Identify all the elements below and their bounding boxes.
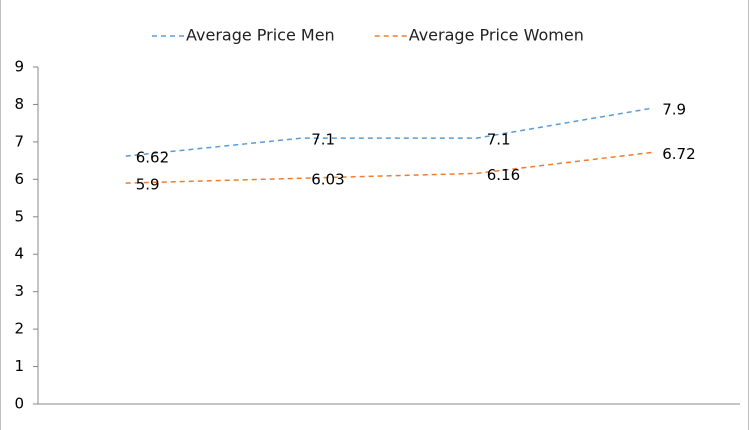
data-label: 5.9	[136, 176, 160, 194]
data-label: 6.72	[662, 145, 695, 163]
y-tick-label: 8	[14, 95, 24, 113]
data-label: 7.9	[662, 101, 686, 119]
data-label: 7.1	[311, 131, 335, 149]
y-tick-label: 2	[14, 320, 24, 338]
series-line	[125, 107, 653, 157]
y-tick-label: 4	[14, 245, 24, 263]
data-label: 7.1	[487, 131, 511, 149]
data-label: 6.03	[311, 171, 344, 189]
y-tick-label: 0	[14, 395, 24, 413]
y-tick-label: 5	[14, 207, 24, 225]
y-tick-label: 7	[14, 132, 24, 150]
legend-label: Average Price Men	[186, 26, 335, 45]
series-line	[125, 151, 653, 184]
y-tick-label: 1	[14, 357, 24, 375]
legend-label: Average Price Women	[409, 26, 584, 45]
data-label: 6.16	[487, 166, 520, 184]
y-tick-label: 3	[14, 282, 24, 300]
y-tick-label: 9	[14, 58, 24, 76]
data-label: 6.62	[136, 149, 169, 167]
y-tick-label: 6	[14, 170, 24, 188]
